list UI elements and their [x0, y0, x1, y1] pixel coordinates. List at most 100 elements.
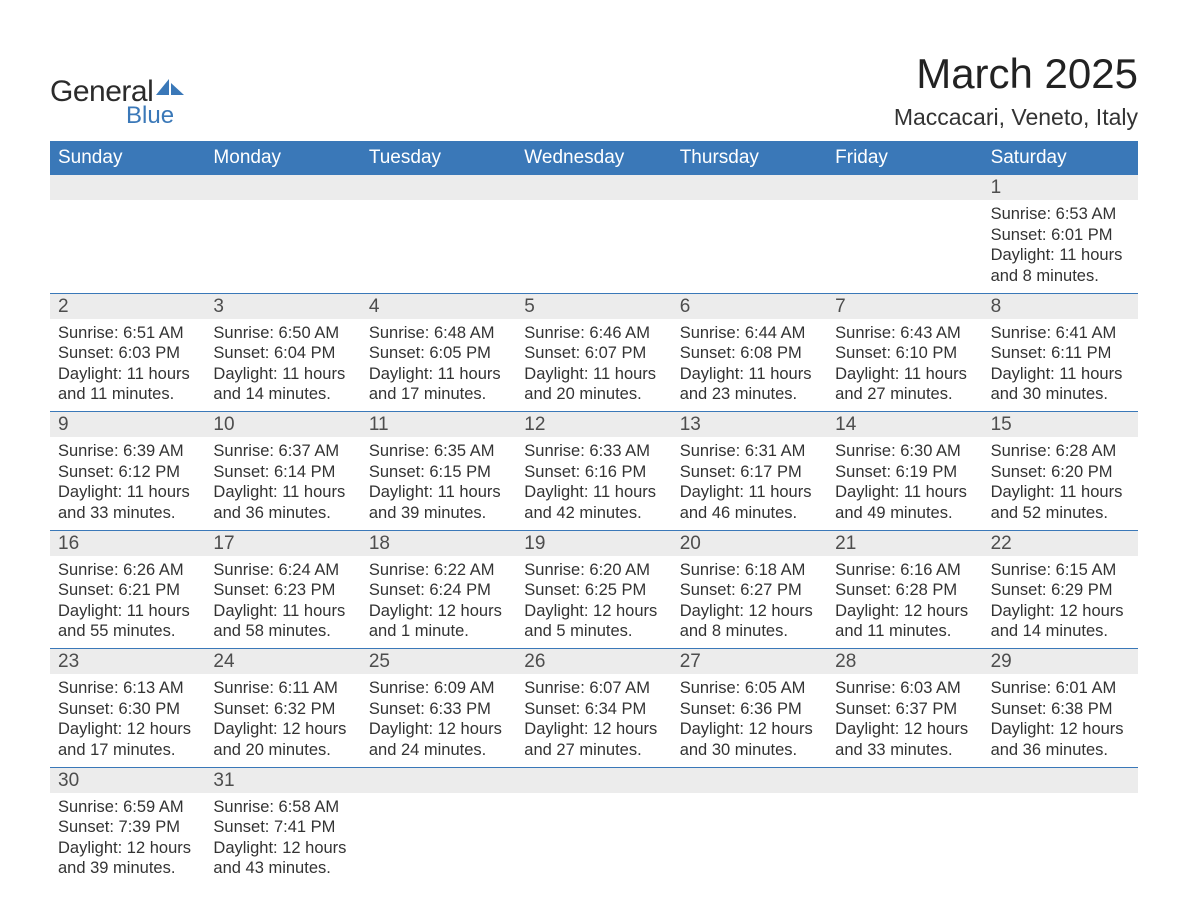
weekday-header: Wednesday — [516, 141, 671, 175]
day-number: 27 — [672, 649, 827, 674]
sunrise-line: Sunrise: 6:53 AM — [991, 204, 1130, 225]
day-body: Sunrise: 6:22 AMSunset: 6:24 PMDaylight:… — [361, 556, 516, 649]
day-cell: 12Sunrise: 6:33 AMSunset: 6:16 PMDayligh… — [516, 412, 671, 530]
sunset-line: Sunset: 6:36 PM — [680, 699, 819, 720]
day-cell: 21Sunrise: 6:16 AMSunset: 6:28 PMDayligh… — [827, 531, 982, 649]
day-cell: 25Sunrise: 6:09 AMSunset: 6:33 PMDayligh… — [361, 649, 516, 767]
day-number: 4 — [361, 294, 516, 319]
daylight-line: Daylight: 11 hours and 23 minutes. — [680, 364, 819, 405]
day-cell — [516, 768, 671, 886]
daylight-line: Daylight: 11 hours and 58 minutes. — [213, 601, 352, 642]
daylight-line: Daylight: 11 hours and 27 minutes. — [835, 364, 974, 405]
day-number: 21 — [827, 531, 982, 556]
daylight-line: Daylight: 12 hours and 43 minutes. — [213, 838, 352, 879]
sunset-line: Sunset: 6:32 PM — [213, 699, 352, 720]
day-body: Sunrise: 6:09 AMSunset: 6:33 PMDaylight:… — [361, 674, 516, 767]
daylight-line: Daylight: 11 hours and 14 minutes. — [213, 364, 352, 405]
day-body: Sunrise: 6:33 AMSunset: 6:16 PMDaylight:… — [516, 437, 671, 530]
day-number — [672, 175, 827, 200]
day-cell: 16Sunrise: 6:26 AMSunset: 6:21 PMDayligh… — [50, 531, 205, 649]
day-cell: 9Sunrise: 6:39 AMSunset: 6:12 PMDaylight… — [50, 412, 205, 530]
day-number: 24 — [205, 649, 360, 674]
day-body: Sunrise: 6:26 AMSunset: 6:21 PMDaylight:… — [50, 556, 205, 649]
daylight-line: Daylight: 12 hours and 36 minutes. — [991, 719, 1130, 760]
sunrise-line: Sunrise: 6:01 AM — [991, 678, 1130, 699]
location: Maccacari, Veneto, Italy — [894, 104, 1138, 131]
daylight-line: Daylight: 12 hours and 1 minute. — [369, 601, 508, 642]
day-body: Sunrise: 6:39 AMSunset: 6:12 PMDaylight:… — [50, 437, 205, 530]
day-body: Sunrise: 6:13 AMSunset: 6:30 PMDaylight:… — [50, 674, 205, 767]
sunset-line: Sunset: 6:28 PM — [835, 580, 974, 601]
sunrise-line: Sunrise: 6:07 AM — [524, 678, 663, 699]
title-block: March 2025 Maccacari, Veneto, Italy — [894, 50, 1138, 131]
sunset-line: Sunset: 6:12 PM — [58, 462, 197, 483]
sunrise-line: Sunrise: 6:09 AM — [369, 678, 508, 699]
day-number: 11 — [361, 412, 516, 437]
sunset-line: Sunset: 6:34 PM — [524, 699, 663, 720]
day-number: 13 — [672, 412, 827, 437]
weekday-header: Tuesday — [361, 141, 516, 175]
daylight-line: Daylight: 12 hours and 20 minutes. — [213, 719, 352, 760]
day-cell — [516, 175, 671, 293]
sunset-line: Sunset: 6:30 PM — [58, 699, 197, 720]
sunset-line: Sunset: 6:04 PM — [213, 343, 352, 364]
day-body: Sunrise: 6:05 AMSunset: 6:36 PMDaylight:… — [672, 674, 827, 767]
day-cell: 1Sunrise: 6:53 AMSunset: 6:01 PMDaylight… — [983, 175, 1138, 293]
day-cell: 11Sunrise: 6:35 AMSunset: 6:15 PMDayligh… — [361, 412, 516, 530]
daylight-line: Daylight: 12 hours and 11 minutes. — [835, 601, 974, 642]
day-cell: 3Sunrise: 6:50 AMSunset: 6:04 PMDaylight… — [205, 294, 360, 412]
sunrise-line: Sunrise: 6:20 AM — [524, 560, 663, 581]
week-row: 1Sunrise: 6:53 AMSunset: 6:01 PMDaylight… — [50, 175, 1138, 294]
day-number — [50, 175, 205, 200]
day-number: 30 — [50, 768, 205, 793]
day-body: Sunrise: 6:59 AMSunset: 7:39 PMDaylight:… — [50, 793, 205, 886]
day-body: Sunrise: 6:07 AMSunset: 6:34 PMDaylight:… — [516, 674, 671, 767]
sunrise-line: Sunrise: 6:28 AM — [991, 441, 1130, 462]
sunset-line: Sunset: 6:21 PM — [58, 580, 197, 601]
day-body: Sunrise: 6:51 AMSunset: 6:03 PMDaylight:… — [50, 319, 205, 412]
day-cell: 26Sunrise: 6:07 AMSunset: 6:34 PMDayligh… — [516, 649, 671, 767]
day-body: Sunrise: 6:28 AMSunset: 6:20 PMDaylight:… — [983, 437, 1138, 530]
day-number: 23 — [50, 649, 205, 674]
daylight-line: Daylight: 11 hours and 46 minutes. — [680, 482, 819, 523]
day-number: 6 — [672, 294, 827, 319]
daylight-line: Daylight: 12 hours and 27 minutes. — [524, 719, 663, 760]
day-number: 15 — [983, 412, 1138, 437]
daylight-line: Daylight: 11 hours and 49 minutes. — [835, 482, 974, 523]
day-cell: 14Sunrise: 6:30 AMSunset: 6:19 PMDayligh… — [827, 412, 982, 530]
day-cell: 13Sunrise: 6:31 AMSunset: 6:17 PMDayligh… — [672, 412, 827, 530]
day-number: 26 — [516, 649, 671, 674]
sunrise-line: Sunrise: 6:35 AM — [369, 441, 508, 462]
logo-sail-icon — [156, 79, 184, 101]
daylight-line: Daylight: 12 hours and 24 minutes. — [369, 719, 508, 760]
daylight-line: Daylight: 12 hours and 14 minutes. — [991, 601, 1130, 642]
day-number: 2 — [50, 294, 205, 319]
sunset-line: Sunset: 6:25 PM — [524, 580, 663, 601]
day-cell: 28Sunrise: 6:03 AMSunset: 6:37 PMDayligh… — [827, 649, 982, 767]
weekday-header-row: SundayMondayTuesdayWednesdayThursdayFrid… — [50, 141, 1138, 175]
sunset-line: Sunset: 6:14 PM — [213, 462, 352, 483]
day-cell: 2Sunrise: 6:51 AMSunset: 6:03 PMDaylight… — [50, 294, 205, 412]
day-body: Sunrise: 6:43 AMSunset: 6:10 PMDaylight:… — [827, 319, 982, 412]
sunrise-line: Sunrise: 6:11 AM — [213, 678, 352, 699]
day-number — [361, 175, 516, 200]
day-cell: 10Sunrise: 6:37 AMSunset: 6:14 PMDayligh… — [205, 412, 360, 530]
day-body: Sunrise: 6:31 AMSunset: 6:17 PMDaylight:… — [672, 437, 827, 530]
header: General Blue March 2025 Maccacari, Venet… — [50, 50, 1138, 131]
sunset-line: Sunset: 6:24 PM — [369, 580, 508, 601]
day-number: 19 — [516, 531, 671, 556]
sunrise-line: Sunrise: 6:41 AM — [991, 323, 1130, 344]
sunrise-line: Sunrise: 6:48 AM — [369, 323, 508, 344]
week-row: 2Sunrise: 6:51 AMSunset: 6:03 PMDaylight… — [50, 294, 1138, 413]
day-number: 14 — [827, 412, 982, 437]
sunset-line: Sunset: 6:23 PM — [213, 580, 352, 601]
sunset-line: Sunset: 6:10 PM — [835, 343, 974, 364]
sunset-line: Sunset: 6:08 PM — [680, 343, 819, 364]
day-cell — [672, 175, 827, 293]
daylight-line: Daylight: 12 hours and 8 minutes. — [680, 601, 819, 642]
day-body: Sunrise: 6:03 AMSunset: 6:37 PMDaylight:… — [827, 674, 982, 767]
sunset-line: Sunset: 6:19 PM — [835, 462, 974, 483]
sunrise-line: Sunrise: 6:26 AM — [58, 560, 197, 581]
day-body: Sunrise: 6:46 AMSunset: 6:07 PMDaylight:… — [516, 319, 671, 412]
daylight-line: Daylight: 12 hours and 33 minutes. — [835, 719, 974, 760]
